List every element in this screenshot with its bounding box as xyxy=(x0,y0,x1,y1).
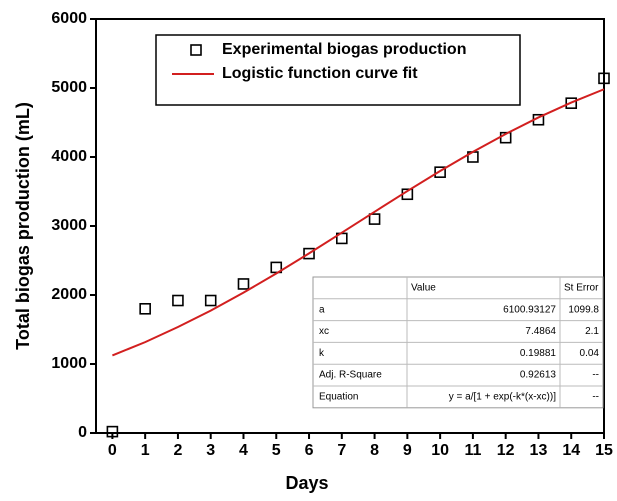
data-point xyxy=(368,213,381,225)
data-point xyxy=(204,294,217,307)
x-tick-label: 9 xyxy=(403,442,412,459)
x-tick-label: 4 xyxy=(239,442,248,459)
x-tick-label: 8 xyxy=(370,442,379,459)
table-cell: a xyxy=(319,304,325,315)
x-tick-label: 5 xyxy=(272,442,281,459)
table-cell: 0.04 xyxy=(580,348,600,359)
data-point xyxy=(434,166,446,178)
x-tick-label: 2 xyxy=(173,442,182,459)
x-tick-label: 1 xyxy=(141,442,150,459)
table-cell: Adj. R-Square xyxy=(319,370,382,381)
data-point xyxy=(598,72,610,85)
data-point xyxy=(139,302,151,315)
table-cell: xc xyxy=(319,326,329,337)
x-tick-label: 7 xyxy=(337,442,346,459)
x-tick-label: 10 xyxy=(431,442,449,459)
data-point xyxy=(237,278,250,290)
y-tick-label: 2000 xyxy=(51,286,87,303)
table-cell: 0.19881 xyxy=(520,348,557,359)
y-tick-label: 3000 xyxy=(51,217,87,234)
table-header: Value xyxy=(411,283,436,294)
table-cell: 1099.8 xyxy=(568,304,599,315)
legend-label: Experimental biogas production xyxy=(222,41,466,58)
legend-marker xyxy=(190,44,202,56)
x-tick-label: 3 xyxy=(206,442,215,459)
y-tick-label: 0 xyxy=(78,424,87,441)
x-tick-label: 11 xyxy=(464,442,481,459)
table-cell: k xyxy=(319,348,325,359)
x-tick-label: 6 xyxy=(305,442,314,459)
y-tick-label: 5000 xyxy=(51,79,87,96)
table-cell: 7.4864 xyxy=(525,326,556,337)
x-tick-label: 13 xyxy=(530,442,548,459)
y-axis-label: Total biogas production (mL) xyxy=(13,102,33,350)
table-cell: 6100.93127 xyxy=(503,304,556,315)
x-axis-label: Days xyxy=(285,473,328,493)
table-cell: 2.1 xyxy=(585,326,599,337)
table-cell: Equation xyxy=(319,392,358,403)
data-point xyxy=(106,425,119,438)
data-point xyxy=(565,97,578,109)
y-tick-label: 1000 xyxy=(51,355,87,372)
legend-box xyxy=(155,34,521,106)
table-cell: 0.92613 xyxy=(520,370,557,381)
table-cell: -- xyxy=(592,392,599,403)
y-tick-label: 4000 xyxy=(51,148,87,165)
table-cell: -- xyxy=(592,370,599,381)
legend-label: Logistic function curve fit xyxy=(222,65,418,82)
data-point xyxy=(303,247,315,260)
x-tick-label: 0 xyxy=(108,442,117,459)
fit-line xyxy=(112,88,605,357)
y-tick-label: 6000 xyxy=(51,10,87,27)
x-tick-label: 15 xyxy=(595,442,613,459)
x-tick-label: 14 xyxy=(562,442,580,459)
x-tick-label: 12 xyxy=(497,442,515,459)
table-header: St Error xyxy=(564,283,599,294)
table-cell: y = a/[1 + exp(-k*(x-xc))] xyxy=(449,392,556,403)
data-point xyxy=(172,294,184,307)
